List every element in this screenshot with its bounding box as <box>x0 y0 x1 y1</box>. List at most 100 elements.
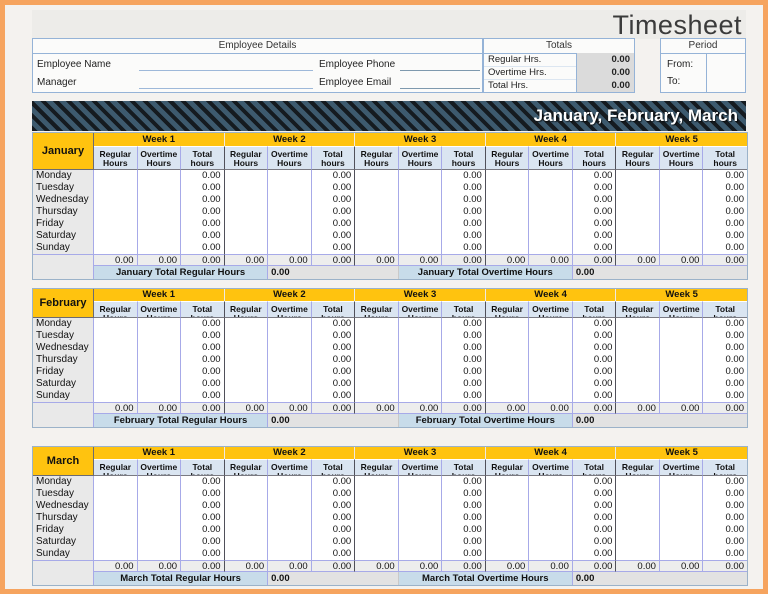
overtime-hours-cell[interactable] <box>398 330 443 342</box>
regular-hours-cell[interactable] <box>224 390 269 402</box>
overtime-hours-cell[interactable] <box>398 182 443 194</box>
overtime-hours-cell[interactable] <box>398 548 443 560</box>
overtime-hours-cell[interactable] <box>268 230 312 242</box>
overtime-hours-cell[interactable] <box>398 354 443 366</box>
regular-hours-cell[interactable] <box>94 194 138 206</box>
regular-hours-cell[interactable] <box>616 318 660 330</box>
regular-hours-cell[interactable] <box>616 182 660 194</box>
overtime-hours-cell[interactable] <box>398 242 443 254</box>
overtime-hours-cell[interactable] <box>137 536 182 548</box>
regular-hours-cell[interactable] <box>224 366 269 378</box>
regular-hours-cell[interactable] <box>224 512 269 524</box>
overtime-hours-cell[interactable] <box>268 330 312 342</box>
overtime-hours-cell[interactable] <box>398 206 443 218</box>
regular-hours-cell[interactable] <box>224 194 269 206</box>
regular-hours-cell[interactable] <box>485 170 530 182</box>
regular-hours-cell[interactable] <box>485 318 530 330</box>
overtime-hours-cell[interactable] <box>659 390 704 402</box>
regular-hours-cell[interactable] <box>355 548 399 560</box>
overtime-hours-cell[interactable] <box>659 548 704 560</box>
regular-hours-cell[interactable] <box>485 342 530 354</box>
regular-hours-cell[interactable] <box>224 342 269 354</box>
regular-hours-cell[interactable] <box>485 206 530 218</box>
regular-hours-cell[interactable] <box>94 536 138 548</box>
overtime-hours-cell[interactable] <box>398 318 443 330</box>
regular-hours-cell[interactable] <box>94 318 138 330</box>
overtime-hours-cell[interactable] <box>659 194 704 206</box>
overtime-hours-cell[interactable] <box>137 548 182 560</box>
overtime-hours-cell[interactable] <box>659 378 704 390</box>
regular-hours-cell[interactable] <box>616 548 660 560</box>
overtime-hours-cell[interactable] <box>268 512 312 524</box>
overtime-hours-cell[interactable] <box>659 170 704 182</box>
overtime-hours-cell[interactable] <box>529 242 573 254</box>
overtime-hours-cell[interactable] <box>137 390 182 402</box>
overtime-hours-cell[interactable] <box>659 230 704 242</box>
overtime-hours-cell[interactable] <box>268 182 312 194</box>
regular-hours-cell[interactable] <box>224 182 269 194</box>
regular-hours-cell[interactable] <box>94 170 138 182</box>
regular-hours-cell[interactable] <box>224 548 269 560</box>
overtime-hours-cell[interactable] <box>137 342 182 354</box>
overtime-hours-cell[interactable] <box>137 170 182 182</box>
regular-hours-cell[interactable] <box>616 354 660 366</box>
regular-hours-cell[interactable] <box>94 548 138 560</box>
regular-hours-cell[interactable] <box>355 218 399 230</box>
regular-hours-cell[interactable] <box>355 354 399 366</box>
overtime-hours-cell[interactable] <box>659 500 704 512</box>
regular-hours-cell[interactable] <box>485 182 530 194</box>
regular-hours-cell[interactable] <box>94 390 138 402</box>
overtime-hours-cell[interactable] <box>137 182 182 194</box>
employee-email-field[interactable] <box>400 87 480 89</box>
overtime-hours-cell[interactable] <box>659 330 704 342</box>
overtime-hours-cell[interactable] <box>529 354 573 366</box>
regular-hours-cell[interactable] <box>224 524 269 536</box>
regular-hours-cell[interactable] <box>355 390 399 402</box>
regular-hours-cell[interactable] <box>616 476 660 488</box>
regular-hours-cell[interactable] <box>355 366 399 378</box>
overtime-hours-cell[interactable] <box>137 194 182 206</box>
overtime-hours-cell[interactable] <box>529 524 573 536</box>
employee-name-field[interactable] <box>139 69 313 71</box>
regular-hours-cell[interactable] <box>224 500 269 512</box>
overtime-hours-cell[interactable] <box>398 170 443 182</box>
overtime-hours-cell[interactable] <box>529 230 573 242</box>
regular-hours-cell[interactable] <box>94 206 138 218</box>
regular-hours-cell[interactable] <box>94 242 138 254</box>
regular-hours-cell[interactable] <box>355 318 399 330</box>
overtime-hours-cell[interactable] <box>268 206 312 218</box>
overtime-hours-cell[interactable] <box>529 476 573 488</box>
overtime-hours-cell[interactable] <box>268 194 312 206</box>
overtime-hours-cell[interactable] <box>137 488 182 500</box>
overtime-hours-cell[interactable] <box>659 476 704 488</box>
regular-hours-cell[interactable] <box>485 218 530 230</box>
overtime-hours-cell[interactable] <box>268 342 312 354</box>
overtime-hours-cell[interactable] <box>529 182 573 194</box>
overtime-hours-cell[interactable] <box>137 500 182 512</box>
regular-hours-cell[interactable] <box>355 206 399 218</box>
regular-hours-cell[interactable] <box>616 378 660 390</box>
regular-hours-cell[interactable] <box>616 206 660 218</box>
regular-hours-cell[interactable] <box>94 366 138 378</box>
regular-hours-cell[interactable] <box>485 536 530 548</box>
regular-hours-cell[interactable] <box>485 330 530 342</box>
regular-hours-cell[interactable] <box>355 524 399 536</box>
regular-hours-cell[interactable] <box>224 242 269 254</box>
overtime-hours-cell[interactable] <box>268 354 312 366</box>
overtime-hours-cell[interactable] <box>398 194 443 206</box>
regular-hours-cell[interactable] <box>224 354 269 366</box>
regular-hours-cell[interactable] <box>94 512 138 524</box>
regular-hours-cell[interactable] <box>485 242 530 254</box>
regular-hours-cell[interactable] <box>355 512 399 524</box>
regular-hours-cell[interactable] <box>355 488 399 500</box>
regular-hours-cell[interactable] <box>355 230 399 242</box>
regular-hours-cell[interactable] <box>485 390 530 402</box>
regular-hours-cell[interactable] <box>616 342 660 354</box>
overtime-hours-cell[interactable] <box>137 524 182 536</box>
overtime-hours-cell[interactable] <box>268 378 312 390</box>
regular-hours-cell[interactable] <box>224 330 269 342</box>
overtime-hours-cell[interactable] <box>529 366 573 378</box>
overtime-hours-cell[interactable] <box>268 524 312 536</box>
regular-hours-cell[interactable] <box>485 194 530 206</box>
regular-hours-cell[interactable] <box>616 536 660 548</box>
